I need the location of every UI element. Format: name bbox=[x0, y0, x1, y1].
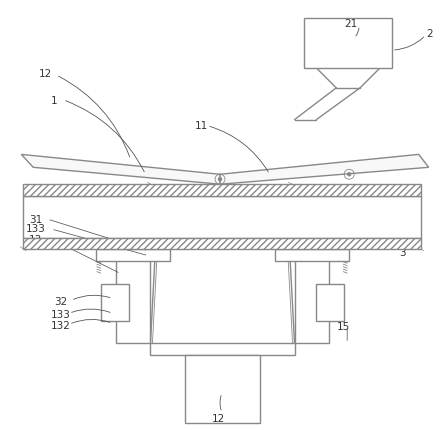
Text: 3: 3 bbox=[399, 247, 405, 257]
Text: 11: 11 bbox=[195, 120, 208, 130]
Bar bbox=[304, 19, 392, 69]
Bar bbox=[185, 355, 260, 423]
Text: 21: 21 bbox=[344, 19, 358, 29]
Text: 32: 32 bbox=[54, 297, 67, 307]
Text: 12: 12 bbox=[39, 69, 52, 79]
Bar bbox=[23, 197, 421, 238]
Polygon shape bbox=[220, 155, 429, 185]
Circle shape bbox=[218, 178, 222, 181]
Bar bbox=[116, 259, 151, 344]
Text: 132: 132 bbox=[51, 321, 71, 331]
Text: 13: 13 bbox=[29, 234, 43, 244]
Text: 1: 1 bbox=[51, 95, 58, 105]
Bar bbox=[275, 249, 349, 261]
Text: 31: 31 bbox=[29, 215, 43, 224]
Circle shape bbox=[348, 173, 351, 176]
Bar bbox=[316, 284, 344, 322]
Bar bbox=[151, 344, 295, 355]
Text: 15: 15 bbox=[337, 322, 350, 332]
Text: 2: 2 bbox=[427, 29, 433, 39]
Bar bbox=[23, 185, 421, 197]
Text: 12: 12 bbox=[212, 413, 225, 423]
Text: 133: 133 bbox=[26, 224, 46, 233]
Bar bbox=[101, 284, 128, 322]
Bar bbox=[23, 238, 421, 249]
Bar bbox=[96, 249, 170, 261]
Bar bbox=[295, 259, 329, 344]
Text: 133: 133 bbox=[51, 310, 71, 319]
Polygon shape bbox=[21, 155, 220, 185]
